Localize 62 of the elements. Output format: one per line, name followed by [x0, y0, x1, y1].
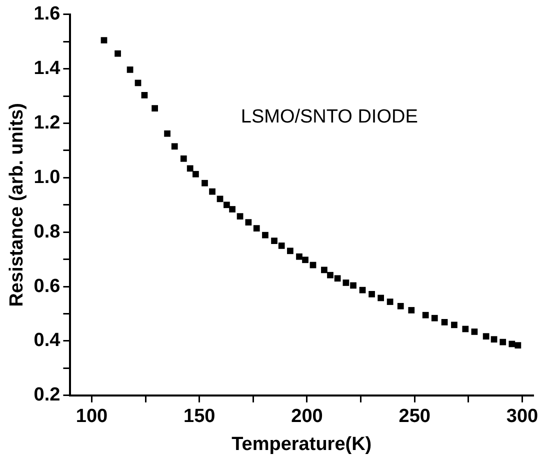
point: [368, 290, 375, 298]
point: [186, 165, 194, 172]
point: [302, 256, 308, 264]
y-tick-label: 1.6: [34, 4, 60, 25]
point: [386, 298, 394, 305]
point: [462, 326, 469, 332]
y-tick-label: 1.0: [34, 166, 60, 188]
point: [180, 155, 187, 162]
y-tick-label: 1.4: [34, 58, 61, 80]
point: [350, 282, 356, 289]
point: [359, 286, 366, 294]
point: [408, 307, 415, 314]
point: [245, 219, 252, 226]
point: [451, 322, 458, 328]
point: [141, 92, 148, 98]
point: [514, 342, 522, 349]
point: [431, 314, 438, 322]
point: [236, 213, 244, 220]
point: [378, 294, 384, 302]
x-tick-label: 200: [291, 406, 323, 428]
point: [422, 312, 429, 318]
point: [508, 340, 516, 348]
point: [164, 130, 170, 137]
point: [296, 253, 302, 260]
annotation: LSMO/SNTO DIODE: [240, 106, 418, 128]
x-axis-title: Temperature(K): [232, 434, 372, 455]
point: [100, 37, 108, 44]
x-tick-label: 100: [76, 406, 108, 428]
point: [126, 66, 134, 73]
point: [334, 275, 341, 282]
y-tick-label: 0.8: [34, 221, 60, 242]
point: [471, 328, 478, 335]
point: [171, 143, 178, 150]
point: [278, 242, 285, 249]
point: [500, 338, 506, 346]
point: [397, 302, 404, 310]
y-tick-label: 0.6: [34, 276, 60, 297]
point: [152, 105, 158, 112]
point: [321, 266, 328, 274]
point: [229, 206, 236, 212]
y-tick-label: 0.4: [34, 330, 61, 352]
y-axis-title: Resistance (arb. units): [6, 103, 28, 307]
y-tick-label: 1.2: [34, 112, 60, 134]
point: [287, 248, 294, 254]
y-tick-label: 0.2: [34, 384, 60, 406]
point: [441, 319, 448, 326]
point: [482, 333, 490, 340]
point: [192, 170, 199, 178]
point: [490, 336, 498, 343]
point: [342, 280, 350, 286]
point: [327, 272, 334, 278]
point: [202, 180, 208, 186]
point: [262, 232, 268, 238]
point: [271, 238, 278, 244]
x-tick-label: 300: [506, 406, 538, 428]
point: [209, 188, 216, 195]
point: [216, 196, 224, 202]
x-tick-label: 250: [398, 406, 430, 428]
x-tick-label: 150: [184, 406, 216, 428]
point: [114, 50, 121, 57]
point: [253, 225, 260, 232]
point: [224, 202, 230, 208]
